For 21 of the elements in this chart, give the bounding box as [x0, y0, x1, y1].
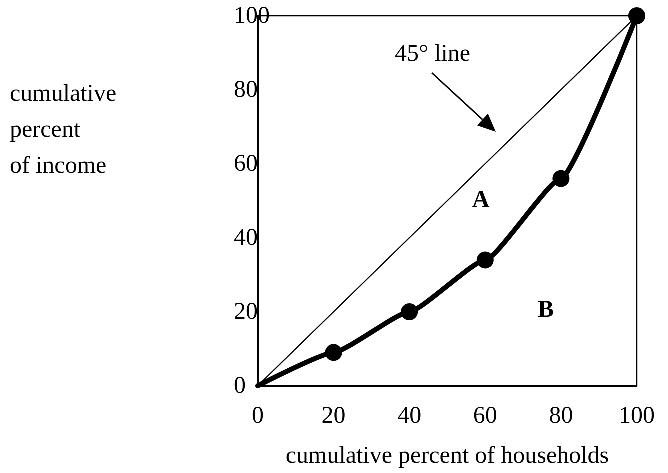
annotation: A: [472, 187, 490, 213]
point: [325, 344, 342, 362]
annotation: B: [538, 297, 554, 323]
x-tick-label: 60: [473, 403, 498, 429]
y-axis-title: cumulative percent of income: [10, 81, 117, 179]
point: [628, 8, 646, 24]
x-tick-label: 40: [398, 403, 422, 429]
x-tick-label: 100: [619, 403, 655, 429]
y-tick-label: 20: [234, 299, 258, 325]
y-tick-label: 0: [234, 373, 246, 399]
y-tick-label: 80: [234, 77, 258, 103]
y-tick-label: 100: [234, 3, 270, 29]
x-tick-label: 80: [549, 403, 574, 429]
point: [401, 304, 418, 320]
y-tick-label: 40: [234, 225, 258, 251]
x-tick-label: 20: [322, 403, 346, 429]
point: [476, 252, 494, 269]
point: [552, 170, 570, 188]
y-tick-label: 60: [234, 151, 258, 177]
x-axis-title: cumulative percent of households: [286, 443, 610, 469]
annotation: 45° line: [395, 41, 471, 67]
